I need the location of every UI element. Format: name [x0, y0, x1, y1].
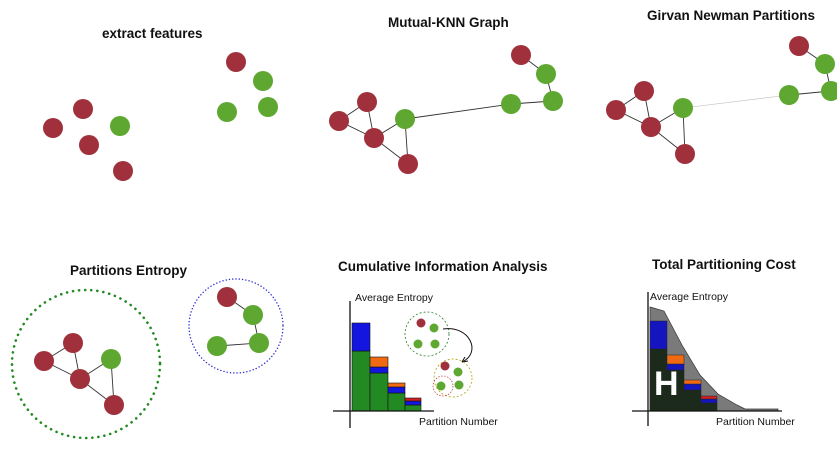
node-red	[226, 52, 246, 72]
x-axis-label: Partition Number	[419, 416, 498, 428]
node-red	[329, 111, 349, 131]
bar-segment	[369, 366, 389, 374]
node-red	[511, 45, 531, 65]
bar-segment	[404, 400, 422, 406]
panel-partitions-entropy	[10, 278, 284, 440]
node-green	[536, 64, 556, 84]
bar-segment	[683, 389, 702, 412]
bar-segment	[666, 354, 685, 365]
node-green	[815, 54, 835, 74]
node-green	[253, 71, 273, 91]
node-green	[779, 85, 799, 105]
bar-segment	[700, 402, 718, 412]
node-green	[110, 116, 130, 136]
bar-segment	[387, 386, 406, 394]
bar-segment	[700, 395, 718, 400]
inset-boundary	[432, 375, 454, 397]
node-red	[789, 36, 809, 56]
node-green	[501, 94, 521, 114]
node-red	[416, 318, 426, 328]
inset-boundary	[433, 358, 473, 398]
title-total-partitioning-cost: Total Partitioning Cost	[652, 257, 796, 272]
partition-boundary-small	[188, 278, 284, 374]
bar-segment	[369, 372, 389, 412]
node-green	[413, 339, 423, 349]
node-red	[70, 369, 90, 389]
bar-segment	[369, 356, 389, 368]
title-partitions-entropy: Partitions Entropy	[70, 263, 188, 278]
node-red	[440, 361, 450, 371]
node-red	[398, 154, 418, 174]
bar-segment	[351, 350, 371, 412]
arrow-head	[461, 356, 469, 363]
node-green	[258, 97, 278, 117]
node-green	[453, 367, 463, 377]
node-green	[243, 305, 263, 325]
bar-segment	[649, 320, 668, 350]
node-red	[34, 351, 54, 371]
node-green	[821, 81, 837, 101]
panel-extract-features	[43, 52, 278, 181]
node-green	[436, 381, 446, 391]
bar-segment	[351, 322, 371, 352]
title-cumulative-information: Cumulative Information Analysis	[338, 259, 548, 274]
entropy-symbol: H	[654, 365, 679, 403]
bar-segment	[683, 379, 702, 385]
node-red	[675, 144, 695, 164]
node-green	[101, 349, 121, 369]
node-red	[104, 395, 124, 415]
bar-segment	[404, 397, 422, 402]
x-axis-label: Partition Number	[716, 416, 795, 428]
node-green	[395, 109, 415, 129]
node-green	[430, 339, 440, 349]
bar-segment	[387, 382, 406, 388]
title-extract-features: extract features	[102, 26, 203, 41]
title-mutual-knn-graph: Mutual-KNN Graph	[388, 15, 509, 30]
bar-segment	[404, 404, 422, 412]
node-green	[454, 380, 464, 390]
node-red	[43, 118, 63, 138]
node-green	[543, 91, 563, 111]
node-green	[217, 102, 237, 122]
node-green	[429, 323, 439, 333]
node-red	[634, 81, 654, 101]
node-green	[207, 336, 227, 356]
node-red	[113, 161, 133, 181]
node-green	[249, 333, 269, 353]
bar-segment	[387, 392, 406, 412]
node-red	[79, 135, 99, 155]
node-red	[606, 100, 626, 120]
inset-boundary	[404, 311, 450, 357]
girvan-nodes	[606, 36, 837, 164]
partition-boundary-large	[10, 288, 162, 440]
panel-cumulative-information: Average Entropy Partition Number	[333, 292, 498, 428]
y-axis-label: Average Entropy	[650, 291, 729, 303]
cumulative-bars	[351, 322, 422, 412]
bar-segment	[683, 383, 702, 391]
title-girvan-newman: Girvan Newman Partitions	[647, 8, 816, 23]
panel-total-partitioning-cost: Average Entropy Partition Number H	[632, 291, 795, 428]
knn-nodes	[329, 45, 563, 174]
node-red	[217, 287, 237, 307]
inset-arrow	[442, 328, 473, 363]
node-green	[673, 98, 693, 118]
y-axis-label: Average Entropy	[355, 292, 434, 304]
node-red	[357, 92, 377, 112]
bar-segment	[700, 398, 718, 404]
node-red	[63, 333, 83, 353]
node-red	[641, 117, 661, 137]
node-red	[73, 99, 93, 119]
node-red	[364, 128, 384, 148]
